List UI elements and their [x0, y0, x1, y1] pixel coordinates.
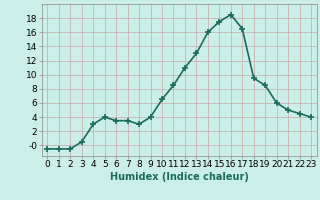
- X-axis label: Humidex (Indice chaleur): Humidex (Indice chaleur): [110, 172, 249, 182]
